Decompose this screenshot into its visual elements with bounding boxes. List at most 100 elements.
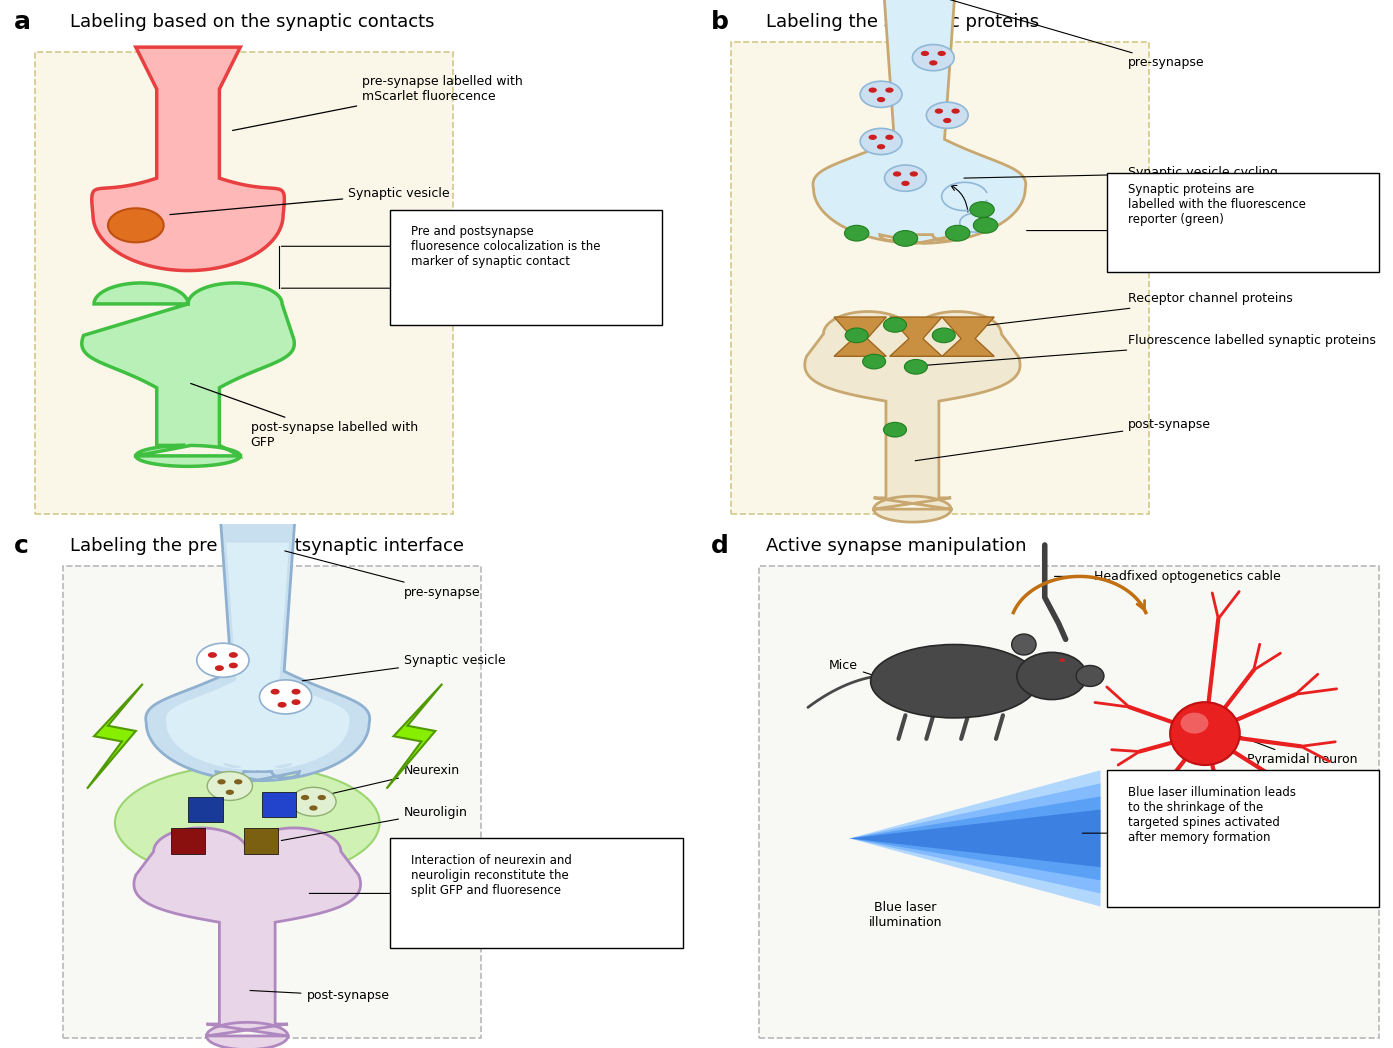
Ellipse shape (871, 645, 1038, 718)
Ellipse shape (886, 135, 894, 140)
Polygon shape (92, 47, 284, 270)
Ellipse shape (861, 81, 903, 108)
FancyBboxPatch shape (244, 828, 279, 854)
Text: Headfixed optogenetics cable: Headfixed optogenetics cable (1055, 570, 1280, 583)
Ellipse shape (228, 662, 238, 669)
Ellipse shape (215, 665, 224, 671)
Text: Receptor channel proteins: Receptor channel proteins (971, 292, 1293, 327)
Text: Synaptic vesicle: Synaptic vesicle (302, 654, 506, 681)
Ellipse shape (208, 771, 252, 801)
Ellipse shape (846, 328, 868, 343)
Polygon shape (942, 316, 995, 356)
Polygon shape (850, 770, 1100, 907)
Polygon shape (386, 684, 443, 788)
Ellipse shape (885, 165, 926, 191)
Ellipse shape (943, 118, 951, 124)
Text: Synaptic vesicle: Synaptic vesicle (170, 188, 450, 215)
Ellipse shape (291, 787, 336, 816)
Ellipse shape (926, 103, 968, 129)
Ellipse shape (970, 201, 995, 218)
Text: pre-synapse: pre-synapse (284, 551, 481, 598)
Ellipse shape (935, 108, 943, 114)
Polygon shape (86, 684, 143, 788)
Polygon shape (850, 784, 1100, 893)
FancyBboxPatch shape (1107, 770, 1379, 907)
Ellipse shape (862, 354, 886, 369)
Polygon shape (805, 311, 1020, 522)
Text: Active synapse manipulation: Active synapse manipulation (766, 538, 1027, 555)
Ellipse shape (901, 180, 910, 187)
Text: d: d (710, 534, 729, 559)
Ellipse shape (234, 780, 242, 784)
Ellipse shape (844, 225, 869, 241)
Polygon shape (850, 796, 1100, 880)
Text: Labeling the pre and postsynaptic interface: Labeling the pre and postsynaptic interf… (70, 538, 464, 555)
Ellipse shape (921, 50, 929, 56)
FancyBboxPatch shape (390, 210, 662, 325)
FancyBboxPatch shape (731, 42, 1149, 514)
Polygon shape (814, 0, 1025, 243)
Ellipse shape (893, 231, 918, 246)
Ellipse shape (318, 795, 326, 801)
Ellipse shape (114, 765, 379, 880)
Text: pre-synapse: pre-synapse (936, 0, 1205, 69)
Polygon shape (850, 809, 1100, 868)
Text: Interaction of neurexin and
neuroligin reconstitute the
split GFP and fluoresenc: Interaction of neurexin and neuroligin r… (411, 854, 571, 897)
Ellipse shape (861, 129, 903, 155)
FancyBboxPatch shape (35, 52, 453, 514)
Ellipse shape (109, 209, 164, 242)
Ellipse shape (878, 97, 886, 103)
FancyBboxPatch shape (390, 838, 683, 948)
Ellipse shape (309, 805, 318, 811)
FancyBboxPatch shape (171, 828, 205, 854)
Text: Synaptic vesicle cycling: Synaptic vesicle cycling (964, 167, 1279, 179)
Ellipse shape (946, 225, 970, 241)
Text: post-synapse: post-synapse (249, 989, 390, 1002)
Polygon shape (890, 316, 942, 356)
Text: a: a (14, 10, 31, 35)
Ellipse shape (291, 699, 301, 705)
Ellipse shape (208, 652, 217, 658)
FancyBboxPatch shape (1107, 173, 1379, 272)
Ellipse shape (951, 108, 960, 114)
Ellipse shape (196, 643, 249, 677)
Ellipse shape (883, 318, 907, 332)
Ellipse shape (277, 702, 287, 707)
Ellipse shape (932, 328, 956, 343)
Text: pre-synapse labelled with
mScarlet fluorecence: pre-synapse labelled with mScarlet fluor… (233, 75, 522, 130)
Text: Synaptic proteins are
labelled with the fluorescence
reporter (green): Synaptic proteins are labelled with the … (1128, 183, 1307, 226)
Text: Blue laser illumination leads
to the shrinkage of the
targeted spines activated
: Blue laser illumination leads to the shr… (1128, 786, 1297, 844)
Ellipse shape (217, 780, 226, 784)
Ellipse shape (878, 145, 886, 150)
Polygon shape (146, 503, 369, 781)
Text: Labeling based on the synaptic contacts: Labeling based on the synaptic contacts (70, 13, 435, 31)
Text: Pre and postsynapse
fluoresence colocalization is the
marker of synaptic contact: Pre and postsynapse fluoresence colocali… (411, 225, 600, 268)
Ellipse shape (228, 652, 238, 658)
FancyBboxPatch shape (63, 566, 481, 1038)
Ellipse shape (259, 680, 312, 714)
Text: Pyramidal neuron: Pyramidal neuron (1236, 735, 1357, 766)
Polygon shape (82, 283, 294, 466)
Ellipse shape (226, 790, 234, 795)
Ellipse shape (912, 44, 954, 71)
Ellipse shape (270, 689, 280, 695)
Ellipse shape (904, 359, 928, 374)
Ellipse shape (910, 171, 918, 176)
Ellipse shape (1180, 713, 1209, 734)
Text: c: c (14, 534, 29, 559)
Polygon shape (134, 828, 361, 1048)
Polygon shape (166, 543, 350, 770)
Ellipse shape (883, 422, 907, 437)
Ellipse shape (301, 795, 309, 801)
Text: Blue laser
illumination: Blue laser illumination (869, 901, 942, 930)
FancyBboxPatch shape (759, 566, 1379, 1038)
Text: Fluorescence labelled synaptic proteins: Fluorescence labelled synaptic proteins (908, 334, 1376, 367)
Ellipse shape (291, 689, 301, 695)
Text: Neurexin: Neurexin (288, 764, 460, 804)
Ellipse shape (1075, 665, 1105, 686)
Ellipse shape (893, 171, 901, 176)
Text: post-synapse labelled with
GFP: post-synapse labelled with GFP (191, 384, 418, 449)
Ellipse shape (937, 50, 946, 56)
Text: Mice: Mice (829, 659, 889, 680)
Text: Neuroligin: Neuroligin (281, 806, 468, 840)
